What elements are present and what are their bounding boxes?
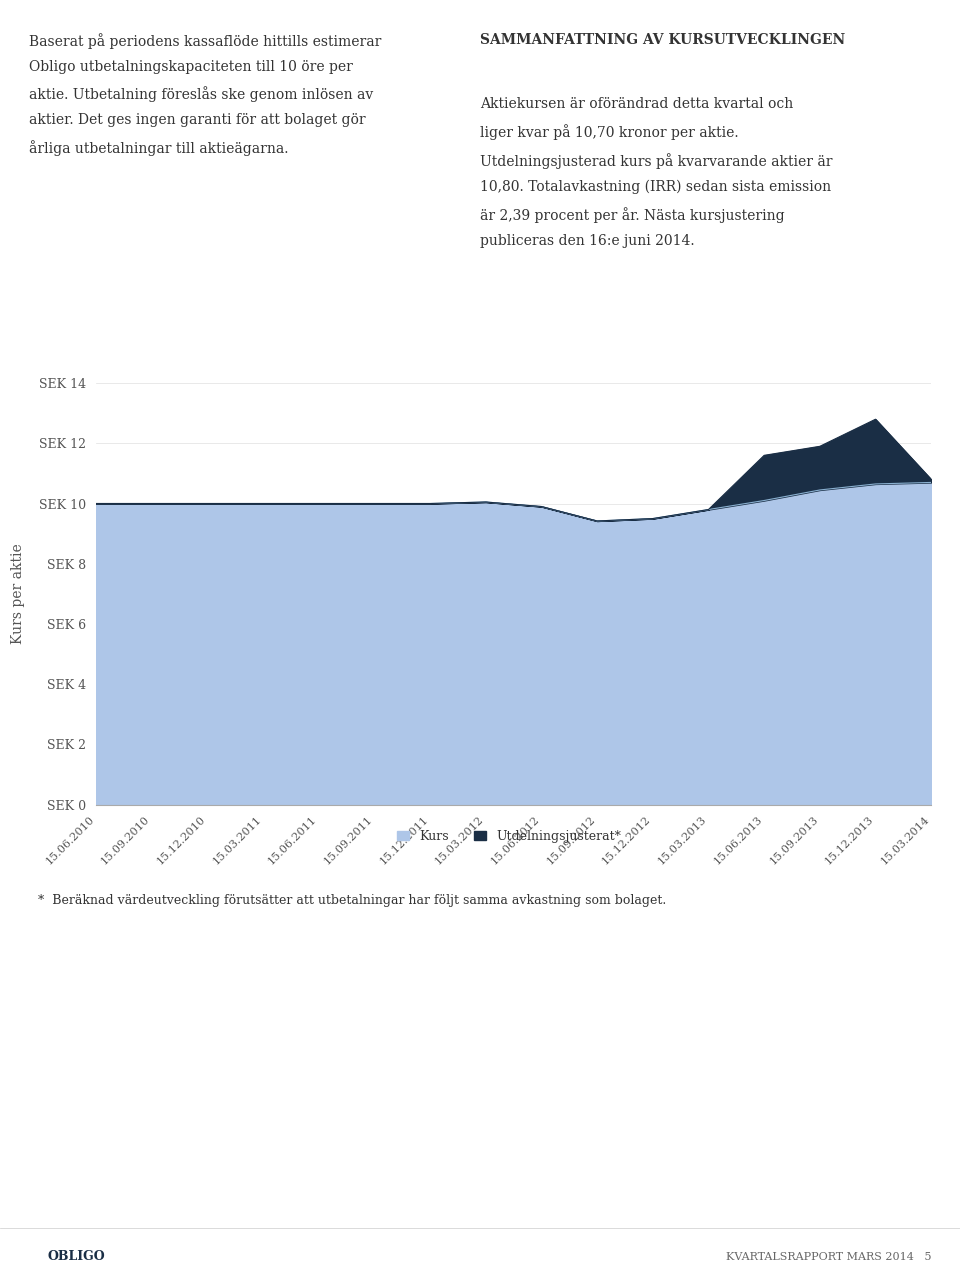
Text: OBLIGO: OBLIGO [48,1250,106,1263]
Text: SAMMANFATTNING AV KURSUTVECKLINGEN: SAMMANFATTNING AV KURSUTVECKLINGEN [480,33,845,47]
Text: KVARTALSRAPPORT MARS 2014   5: KVARTALSRAPPORT MARS 2014 5 [726,1251,931,1262]
Text: Aktiekursen är oförändrad detta kvartal och
liger kvar på 10,70 kronor per aktie: Aktiekursen är oförändrad detta kvartal … [480,97,832,248]
Text: Baserat på periodens kassaflöde hittills estimerar
Obligo utbetalningskapacitete: Baserat på periodens kassaflöde hittills… [29,33,381,156]
Legend: Kurs, Utdelningsjusterat*: Kurs, Utdelningsjusterat* [392,825,626,848]
Y-axis label: Kurs per aktie: Kurs per aktie [12,544,25,644]
Text: *  Beräknad värdeutveckling förutsätter att utbetalningar har följt samma avkast: * Beräknad värdeutveckling förutsätter a… [37,894,666,907]
